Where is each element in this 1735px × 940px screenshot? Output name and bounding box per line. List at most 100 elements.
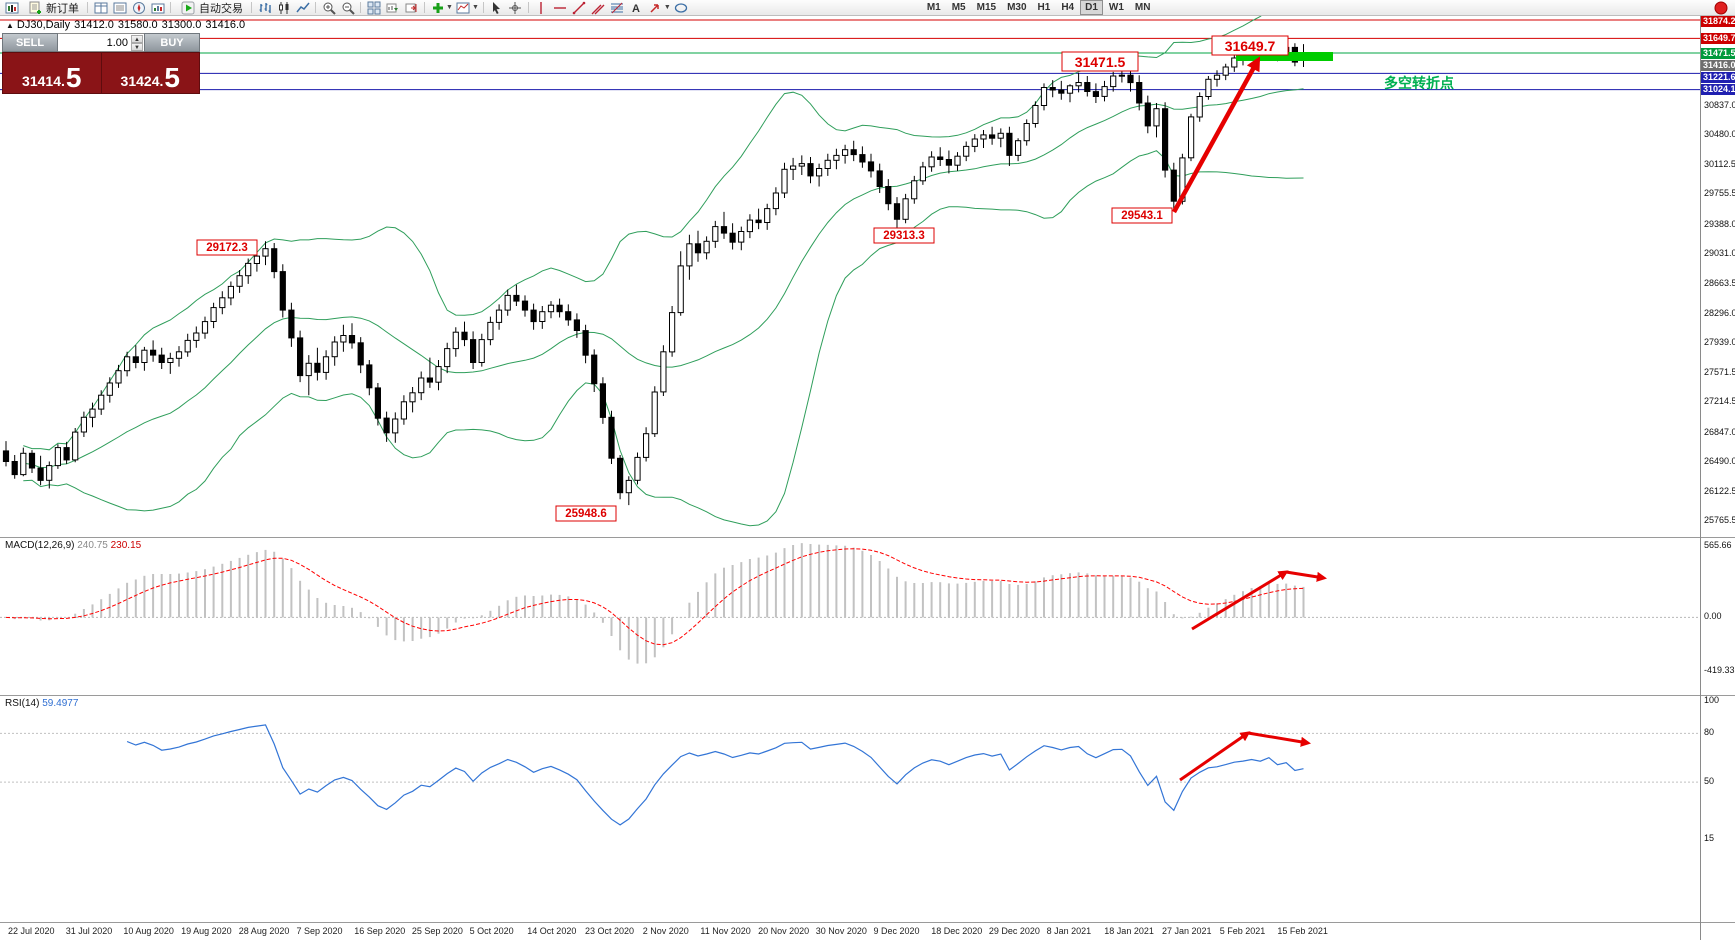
buy-button[interactable]: BUY [144,33,200,52]
chart-shift-icon[interactable] [403,0,420,15]
trend-arrow[interactable] [1285,570,1328,582]
toolbar-separator [87,2,88,13]
fibonacci-icon[interactable] [609,0,626,15]
macd-panel[interactable]: MACD(12,26,9) 240.75 230.15 [0,537,1700,695]
new-chart-icon[interactable] [3,0,20,15]
date-label: 11 Nov 2020 [700,926,751,936]
price-callout[interactable]: 29313.3 [873,227,935,244]
one-click-collapse-icon[interactable]: ▲ [6,21,14,30]
rsi-name: RSI(14) [5,698,40,709]
volume-box: ▲ ▼ [58,33,144,52]
market-watch-icon[interactable] [92,0,109,15]
line-chart-icon[interactable] [294,0,311,15]
date-label: 23 Oct 2020 [585,926,635,936]
new-order-button[interactable]: 新订单 [22,1,83,15]
date-label: 18 Dec 2020 [931,926,983,936]
crosshair-icon[interactable] [507,0,524,15]
shapes-icon[interactable] [673,0,690,15]
timeframe-h1[interactable]: H1 [1037,2,1051,13]
bid-price[interactable]: 31414. 5 [3,53,101,93]
red-status-icon[interactable] [1712,0,1729,15]
arrows-tool-caret-icon[interactable]: ▼ [663,4,671,11]
trend-arrow[interactable] [1191,570,1289,631]
candlestick-chart-icon[interactable] [275,0,292,15]
axis-price-tick: 27214.5 [1704,396,1735,407]
bar-chart-icon[interactable] [256,0,273,15]
price-callout[interactable]: 29543.1 [1111,207,1173,224]
timeframe-mn[interactable]: MN [1134,2,1151,13]
add-indicator-caret-icon[interactable]: ▼ [446,4,453,11]
volume-input[interactable] [58,35,144,50]
date-axis[interactable]: 22 Jul 2020 31 Jul 2020 10 Aug 2020 19 Aug … [0,922,1700,940]
axis-rsi-tick: 50 [1704,776,1715,787]
trendline-icon[interactable] [571,0,588,15]
terminal-icon[interactable] [149,0,166,15]
price-chart[interactable]: 29172.3 25948.6 29313.3 29543.1 31471.5 31649… [0,16,1700,537]
data-window-icon[interactable] [111,0,128,15]
ask-price[interactable]: 31424. 5 [102,53,200,93]
macd-chart[interactable] [0,538,1700,695]
price-callout[interactable]: 31649.7 [1211,35,1289,56]
price-axis[interactable]: 31874.2 31649.7 31471.5 31416.0 31221.6 31024… [1700,16,1735,940]
svg-text:29172.3: 29172.3 [206,242,248,254]
volume-up-button[interactable]: ▲ [131,35,143,43]
sell-button[interactable]: SELL [2,33,58,52]
ohlc-close: 31416.0 [205,19,246,31]
zoom-in-icon[interactable] [320,0,337,15]
indicator-list-caret-icon[interactable]: ▼ [471,4,479,11]
navigator-icon[interactable] [130,0,147,15]
horizontal-line-icon[interactable] [552,0,569,15]
macd-histogram [13,543,1305,664]
autotrading-label: 自动交易 [199,2,243,15]
trend-arrow[interactable] [1247,731,1312,747]
timeframe-m30[interactable]: M30 [1007,2,1027,13]
timeframe-w1[interactable]: W1 [1108,2,1124,13]
macd-signal-line [5,548,1304,646]
note-text[interactable]: 多空转折点 [1384,75,1454,91]
axis-price-tick: 30480.0 [1704,129,1735,140]
macd-value-signal: 230.15 [110,540,142,551]
axis-price-tick: 27939.0 [1704,337,1735,348]
axis-price-chip: 31471.5 [1701,47,1735,59]
toolbar-separator [360,2,361,13]
channel-icon[interactable] [590,0,607,15]
zoom-out-icon[interactable] [339,0,356,15]
timeframe-m15[interactable]: M15 [976,2,997,13]
main-chart-panel[interactable]: 29172.3 25948.6 29313.3 29543.1 31471.5 31649… [0,16,1700,537]
axis-price-chip: 31416.0 [1701,59,1735,71]
tile-windows-icon[interactable] [365,0,382,15]
svg-text:29543.1: 29543.1 [1121,210,1163,222]
autotrading-button[interactable]: 自动交易 [175,1,247,15]
axis-price-chip: 31221.6 [1701,71,1735,83]
auto-scroll-icon[interactable] [384,0,401,15]
rsi-value: 59.4977 [42,698,79,709]
highlight-bar[interactable] [1236,52,1333,61]
timeframe-m1[interactable]: M1 [926,2,941,13]
timeframe-m5[interactable]: M5 [951,2,966,13]
vertical-line-icon[interactable] [533,0,550,15]
volume-down-button[interactable]: ▼ [131,43,143,51]
rsi-chart[interactable] [0,696,1700,922]
timeframe-d1[interactable]: D1 [1080,0,1103,15]
axis-price-tick: 29755.5 [1704,188,1735,199]
bollinger-middle-band [23,88,1304,469]
indicator-list-icon[interactable] [455,0,472,15]
date-label: 22 Jul 2020 [8,926,55,936]
arrows-tool-icon[interactable] [647,0,664,15]
date-label: 9 Dec 2020 [873,926,920,936]
rsi-indicator-label: RSI(14) 59.4977 [5,698,78,709]
timeframe-h4[interactable]: H4 [1061,2,1075,13]
trend-arrow[interactable] [1172,56,1261,214]
price-callout[interactable]: 29172.3 [196,239,258,256]
price-callout[interactable]: 31471.5 [1061,51,1139,72]
price-callout[interactable]: 25948.6 [555,505,617,522]
add-indicator-icon[interactable] [429,0,446,15]
rsi-panel[interactable]: RSI(14) 59.4977 [0,695,1700,922]
date-label: 14 Oct 2020 [527,926,577,936]
trend-arrow[interactable] [1179,731,1251,782]
text-tool-icon[interactable]: A [628,0,645,15]
date-label: 15 Feb 2021 [1277,926,1328,936]
cursor-icon[interactable] [488,0,505,15]
ohlc-high: 31580.0 [117,19,158,31]
